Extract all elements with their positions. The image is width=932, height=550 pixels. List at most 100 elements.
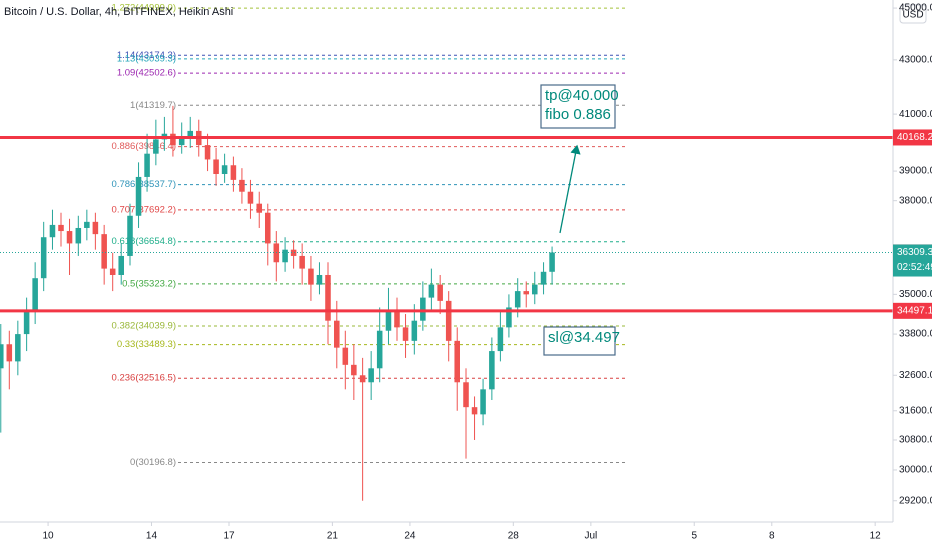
arrow	[559, 144, 581, 234]
candle-body	[334, 320, 340, 348]
x-tick-label: Jul	[584, 531, 597, 542]
candle-body	[92, 221, 99, 235]
y-tick-label: 29200.0	[899, 495, 932, 506]
candle-body	[437, 284, 443, 301]
fib-label: 1.13(43039.3)	[117, 53, 176, 64]
candle-body	[523, 291, 530, 295]
x-tick-label: 10	[43, 531, 55, 542]
candle-body	[394, 310, 400, 328]
annotation-text: sl@34.497	[548, 329, 620, 346]
candle-body	[221, 165, 228, 175]
candle-body	[471, 407, 478, 415]
candle-body	[531, 284, 538, 295]
candle-body	[75, 227, 82, 244]
annotation-text: tp@40.000	[545, 87, 619, 104]
y-tick-label: 30800.0	[899, 435, 932, 446]
candle-body	[170, 133, 176, 146]
candle-body	[308, 268, 314, 285]
candle-body	[325, 274, 331, 321]
candle-body	[540, 271, 547, 285]
candle-body	[247, 191, 254, 204]
candle-body	[420, 297, 426, 321]
x-tick-label: 14	[146, 531, 158, 542]
price-tag-label: 36309.3	[897, 247, 932, 258]
candle-body	[127, 215, 133, 256]
fib-label: 0.33(33489.3)	[117, 339, 176, 350]
y-tick-label: 39000.0	[899, 166, 932, 177]
candle-body	[264, 212, 271, 244]
fib-label: 0.382(34039.9)	[112, 321, 176, 332]
candle-body	[549, 252, 555, 272]
fib-label: 0.707(37692.2)	[112, 204, 176, 215]
candle-body	[299, 255, 305, 269]
candle-body	[506, 307, 512, 328]
candle-body	[428, 284, 435, 298]
annotation-text: fibo 0.886	[545, 106, 611, 123]
candle-body	[6, 344, 13, 362]
candle-body	[101, 234, 107, 269]
y-tick-label: 41000.0	[899, 109, 932, 120]
candle-body	[32, 278, 38, 311]
candle-body	[497, 327, 504, 352]
currency-button[interactable]	[899, 4, 927, 24]
candle-body	[213, 159, 219, 175]
candle-body	[49, 224, 56, 238]
candle-body	[454, 340, 460, 383]
candle-body	[282, 249, 288, 263]
y-tick-label: 43000.0	[899, 54, 932, 65]
y-tick-label: 31600.0	[899, 405, 932, 416]
fib-label: 1.272(44999.0)	[112, 3, 176, 14]
x-tick-label: 12	[870, 531, 882, 542]
candle-body	[489, 351, 495, 390]
fib-label: 1.09(42502.6)	[117, 68, 176, 79]
currency-label: USD	[902, 10, 923, 21]
fib-label: 0.5(35323.2)	[122, 278, 176, 289]
plot-area: 1.272(44999.0) 1.14(43174.3)1.13(43039.3)…	[0, 3, 893, 501]
fib-label: 0.618(36654.8)	[112, 236, 176, 247]
candle-body	[411, 320, 418, 341]
candle-body	[230, 165, 237, 180]
candle-body	[385, 310, 392, 331]
y-tick-label: 30000.0	[899, 465, 932, 476]
fib-label: 1.14(43174.3)	[117, 50, 176, 61]
candle-body	[144, 153, 150, 177]
candle-body	[359, 375, 366, 383]
fib-label: 0.236(32516.5)	[112, 373, 176, 384]
candle-body	[84, 221, 90, 228]
x-tick-label: 28	[508, 531, 520, 542]
candle-body	[480, 389, 486, 415]
candle-body	[40, 237, 47, 279]
candle-body	[316, 274, 323, 285]
price-tag	[893, 302, 932, 319]
x-tick-label: 17	[223, 531, 235, 542]
x-tick-label: 24	[404, 531, 416, 542]
candle-body	[66, 231, 73, 244]
annotation-box	[540, 84, 616, 129]
candle-body	[109, 268, 116, 275]
annotation-box	[543, 326, 616, 356]
fib-label: 0(30196.8)	[130, 457, 176, 468]
candle-body	[402, 327, 409, 341]
candle-body	[135, 176, 142, 216]
candle-body	[351, 364, 357, 376]
y-tick-label: 33800.0	[899, 329, 932, 340]
price-tag	[893, 244, 932, 277]
candle-body	[239, 179, 245, 192]
candle-body	[445, 300, 452, 341]
timer-label: 02:52:49	[897, 262, 932, 273]
candle-body	[463, 382, 469, 408]
candle-body	[15, 334, 21, 362]
price-tag-label: 40168.2	[897, 132, 932, 143]
fib-label: 0.786(38537.7)	[112, 179, 176, 190]
x-tick-label: 5	[691, 531, 697, 542]
y-tick-label: 38000.0	[899, 195, 932, 206]
fib-label: 0.886(39846.4)	[112, 141, 176, 152]
chart-title: Bitcoin / U.S. Dollar, 4h, BITFINEX, Hei…	[4, 6, 233, 18]
x-tick-label: 21	[327, 531, 339, 542]
candle-body	[23, 310, 30, 335]
candle-body	[0, 344, 4, 369]
y-tick-label: 32600.0	[899, 370, 932, 381]
candle-body	[290, 249, 297, 256]
y-tick-label: 35000.0	[899, 289, 932, 300]
